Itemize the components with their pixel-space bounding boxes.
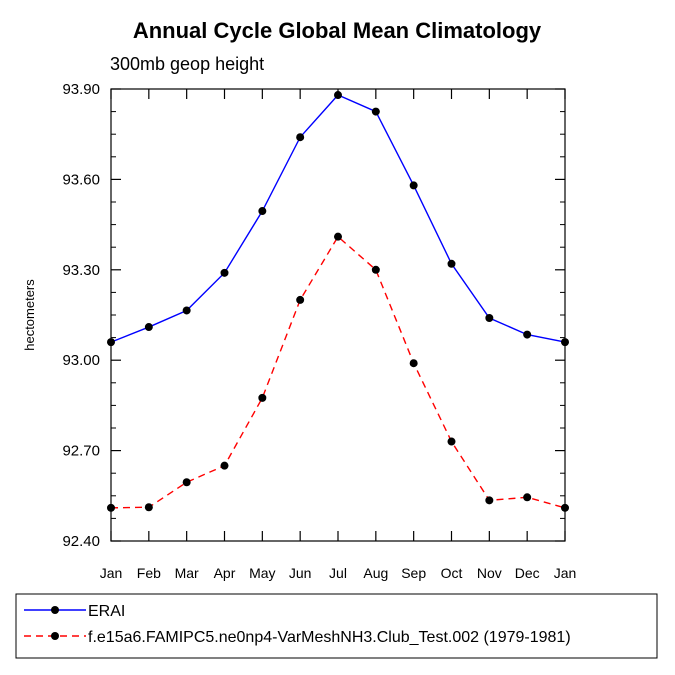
series-2-point bbox=[485, 496, 494, 505]
x-tick-label: Jan bbox=[554, 565, 577, 581]
series-1-point bbox=[144, 323, 153, 332]
x-tick-label: Apr bbox=[214, 565, 236, 581]
series-1-point bbox=[258, 207, 267, 216]
series-1-point bbox=[523, 330, 532, 339]
series-2-point bbox=[144, 503, 153, 512]
x-tick-label: Jun bbox=[289, 565, 312, 581]
y-tick-label: 93.00 bbox=[62, 352, 100, 369]
x-tick-label: Aug bbox=[363, 565, 388, 581]
legend-label: ERAI bbox=[88, 603, 125, 620]
legend-label: f.e15a6.FAMIPC5.ne0np4-VarMeshNH3.Club_T… bbox=[88, 629, 571, 646]
series-line-2 bbox=[110, 235, 566, 509]
series-2-point bbox=[523, 493, 532, 502]
y-tick-label: 93.90 bbox=[62, 81, 100, 98]
y-axis-label: hectometers bbox=[22, 279, 37, 351]
legend-box bbox=[15, 593, 658, 659]
series-2-point bbox=[561, 503, 569, 512]
series-1-point bbox=[561, 338, 569, 347]
series-2-point bbox=[258, 393, 267, 402]
series-1-point bbox=[485, 314, 494, 323]
x-tick-label: Dec bbox=[515, 565, 540, 581]
chart-title: Annual Cycle Global Mean Climatology bbox=[133, 18, 542, 43]
legend-swatch-marker bbox=[51, 606, 59, 614]
x-tick-label: Jan bbox=[100, 565, 123, 581]
x-tick-label: Mar bbox=[175, 565, 199, 581]
series-2-point bbox=[220, 461, 229, 470]
y-tick-label: 92.40 bbox=[62, 533, 100, 550]
x-tick-label: Jul bbox=[329, 565, 347, 581]
plot-frame bbox=[110, 88, 566, 542]
y-tick-label: 93.30 bbox=[62, 262, 100, 279]
series-2-point bbox=[409, 359, 418, 368]
series-2-point bbox=[371, 265, 380, 274]
chart-subtitle: 300mb geop height bbox=[110, 54, 264, 74]
x-tick-label: Oct bbox=[441, 565, 463, 581]
legend-swatch-marker bbox=[51, 632, 59, 640]
series-1-point bbox=[182, 306, 191, 315]
x-tick-label: Sep bbox=[401, 565, 426, 581]
series-2-point bbox=[107, 503, 115, 512]
series-2-point bbox=[447, 437, 456, 446]
series-1-point bbox=[220, 268, 229, 277]
series-1-point bbox=[447, 259, 456, 268]
series-1-point bbox=[334, 91, 342, 100]
series-line-1 bbox=[110, 94, 566, 343]
series-1-point bbox=[409, 181, 418, 190]
series-1-point bbox=[371, 107, 380, 116]
series-1-point bbox=[107, 338, 115, 347]
series-1-point bbox=[296, 133, 305, 142]
series-2-point bbox=[334, 232, 342, 241]
x-tick-label: May bbox=[249, 565, 275, 581]
y-tick-label: 93.60 bbox=[62, 171, 100, 188]
x-tick-label: Nov bbox=[477, 565, 502, 581]
series-2-point bbox=[296, 295, 305, 304]
series-2-point bbox=[182, 478, 191, 487]
x-tick-label: Feb bbox=[137, 565, 161, 581]
y-tick-label: 92.70 bbox=[62, 443, 100, 460]
